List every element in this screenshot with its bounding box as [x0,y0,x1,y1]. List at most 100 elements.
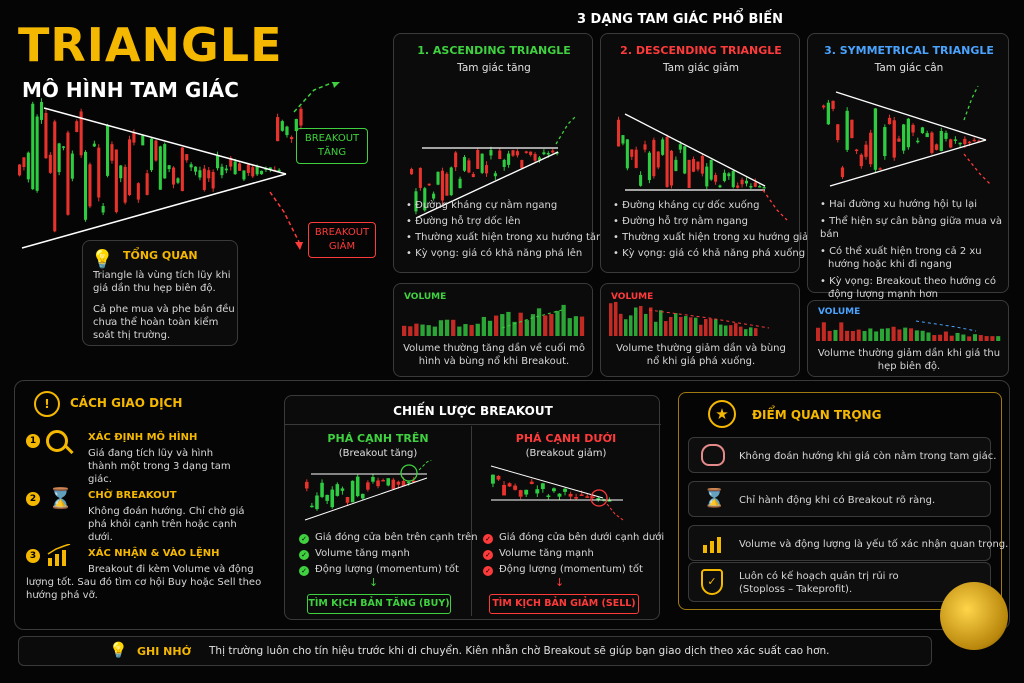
candle-body [535,489,540,494]
volume-bar [833,329,838,341]
volume-bar [619,313,623,336]
pattern-title: 1. ASCENDING TRIANGLE [417,44,571,57]
volume-bar [451,319,456,336]
candle-body [40,102,44,120]
candle-body [551,150,555,153]
candle-body [154,140,158,161]
pattern-subtitle: Tam giác tăng [457,62,531,74]
candle-body [432,193,436,199]
candle-body [669,150,674,186]
candle-body [563,488,567,492]
candle-body [585,496,590,498]
candle-body [661,139,665,155]
candle-body [617,119,621,147]
bottom-section [14,380,1010,630]
overview-title: TỔNG QUAN [123,249,198,262]
volume-bar [719,324,723,336]
candle-body [386,478,391,486]
candle-body [958,142,962,145]
candle-body [371,476,375,482]
ascending-chart [410,115,577,219]
candle-body [180,147,184,192]
candle-body [647,152,651,181]
bullet: • Đường kháng cự nằm ngang [406,200,558,211]
candle-body [533,154,537,161]
volume-bar [512,321,517,336]
candle-body [542,152,546,155]
candle-body [897,138,901,142]
candle-body [145,173,149,195]
strategy-panel: CHIẾN LƯỢC BREAKOUT PHÁ CẠNH TRÊN (Break… [284,395,664,620]
shield-check-icon: ✓ [701,569,723,595]
volume-bar [634,307,638,336]
candle-body [579,494,584,496]
candle-body [246,164,250,173]
candle-body [873,108,878,170]
volume-bar [518,312,523,336]
volume-bar [978,335,983,341]
search-icon [46,430,68,452]
volume-label: VOLUME [611,292,654,302]
candle-body [101,206,105,213]
section-title: 3 DẠNG TAM GIÁC PHỔ BIẾN [576,12,783,27]
volume-bar [444,319,450,336]
candle-body [53,121,57,232]
remember-text: Thị trường luôn cho tín hiệu trước khi d… [209,645,830,657]
volume-bar [664,321,668,336]
candle-body [480,153,484,173]
candle-body [972,139,976,142]
bullet: • Thường xuất hiện trong xu hướng tăng [406,232,609,243]
remember-title: GHI NHỚ [137,645,192,658]
candle-body [350,480,355,503]
candle-body [229,157,233,167]
volume-note: Volume thường giảm dần khi giá thu hẹp b… [817,348,1001,372]
candle-body [44,112,48,159]
step-number: 2 [26,492,40,506]
step-title: CHỜ BREAKOUT [88,490,177,501]
candle-body [290,137,294,140]
candle-body [925,133,929,138]
candle-body [189,164,193,168]
candle-body [277,169,281,172]
candle-body [906,118,910,148]
candle-body [233,161,237,175]
candle-body [462,157,467,171]
volume-bar [821,322,826,341]
volume-bar [827,330,832,341]
candle-body [718,185,722,188]
breakout-up-chart [304,460,433,521]
candle-body [831,100,835,109]
candle-body [427,183,431,186]
volume-bar [749,327,753,336]
candle-body [123,166,127,203]
key-points-panel [678,392,1002,610]
symmetrical-chart [822,85,991,187]
volume-bar [879,328,885,341]
candle-body [315,495,319,510]
candle-body [502,484,506,496]
candle-body [934,144,939,150]
candle-body [493,173,497,177]
bullet: • Thường xuất hiện trong xu hướng giảm [613,232,818,243]
candle-body [736,185,740,188]
key-point-item: Không đoán hướng khi giá còn nằm trong t… [688,437,996,473]
volume-panel-symmetrical: VOLUME Volume thường giảm dần khi giá th… [807,300,1009,377]
candle-body [878,168,882,170]
volume-bar [914,330,919,341]
pattern-subtitle: Tam giác cân [874,62,944,74]
volume-bar [475,323,480,336]
sell-scenario-box: TÌM KỊCH BẢN GIẢM (SELL) [489,594,639,614]
volume-bar [659,310,663,336]
candle-body [88,164,92,207]
candle-body [949,139,953,148]
step-text: Breakout đi kèm Volume và động lượng tốt… [26,564,262,601]
candle-body [845,110,849,150]
main-subtitle: MÔ HÌNH TAM GIÁC [22,78,239,102]
candle-body [749,185,753,188]
volume-bar [679,316,683,336]
candle-body [709,159,713,180]
check-item: ✓ Giá đóng cửa bên trên cạnh trên [299,530,478,546]
candle-body [674,159,678,171]
candle-body [485,165,489,174]
candle-body [557,493,562,497]
